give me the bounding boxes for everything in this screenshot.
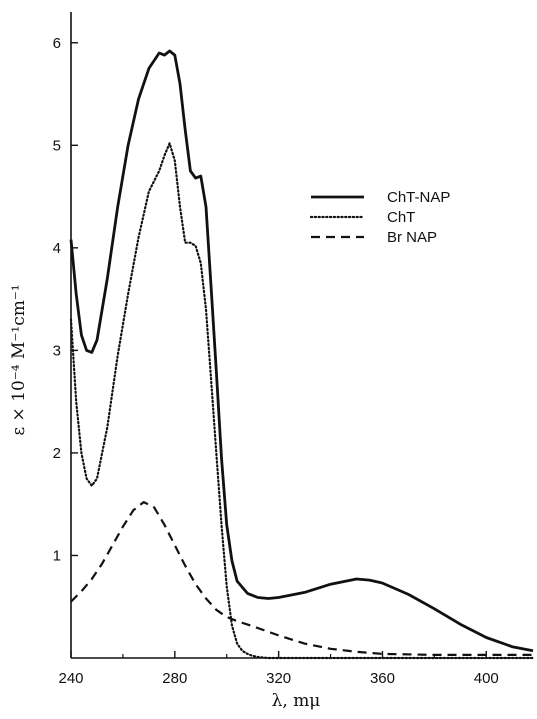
legend-label: ChT-NAP: [387, 189, 450, 206]
series-line-cht: [69, 142, 535, 660]
y-tick-label: 3: [53, 342, 61, 359]
legend-label: Br NAP: [387, 229, 437, 246]
series-group: [69, 49, 535, 660]
x-axis-label: λ, mμ: [272, 691, 321, 711]
y-tick-label: 5: [53, 137, 61, 154]
y-tick-label: 2: [53, 445, 61, 462]
legend: ChT-NAP ChT Br NAP: [309, 189, 450, 246]
y-axis-label: ε × 10⁻⁴ M⁻¹cm⁻¹: [9, 284, 29, 435]
series-line-br-nap: [70, 501, 533, 656]
x-tick-label: 400: [474, 670, 499, 687]
y-tick-label: 1: [53, 547, 61, 564]
y-tick-label: 4: [53, 240, 61, 257]
series-line-cht-nap: [69, 49, 534, 653]
x-tick-label: 320: [266, 670, 291, 687]
x-tick-label: 280: [162, 670, 187, 687]
y-tick-label: 6: [53, 35, 61, 52]
axes: 1 2 3 4 5 6 240 280 320 360 400: [53, 12, 533, 687]
x-tick-label: 360: [370, 670, 395, 687]
legend-label: ChT: [387, 209, 415, 226]
x-tick-label: 240: [58, 670, 83, 687]
